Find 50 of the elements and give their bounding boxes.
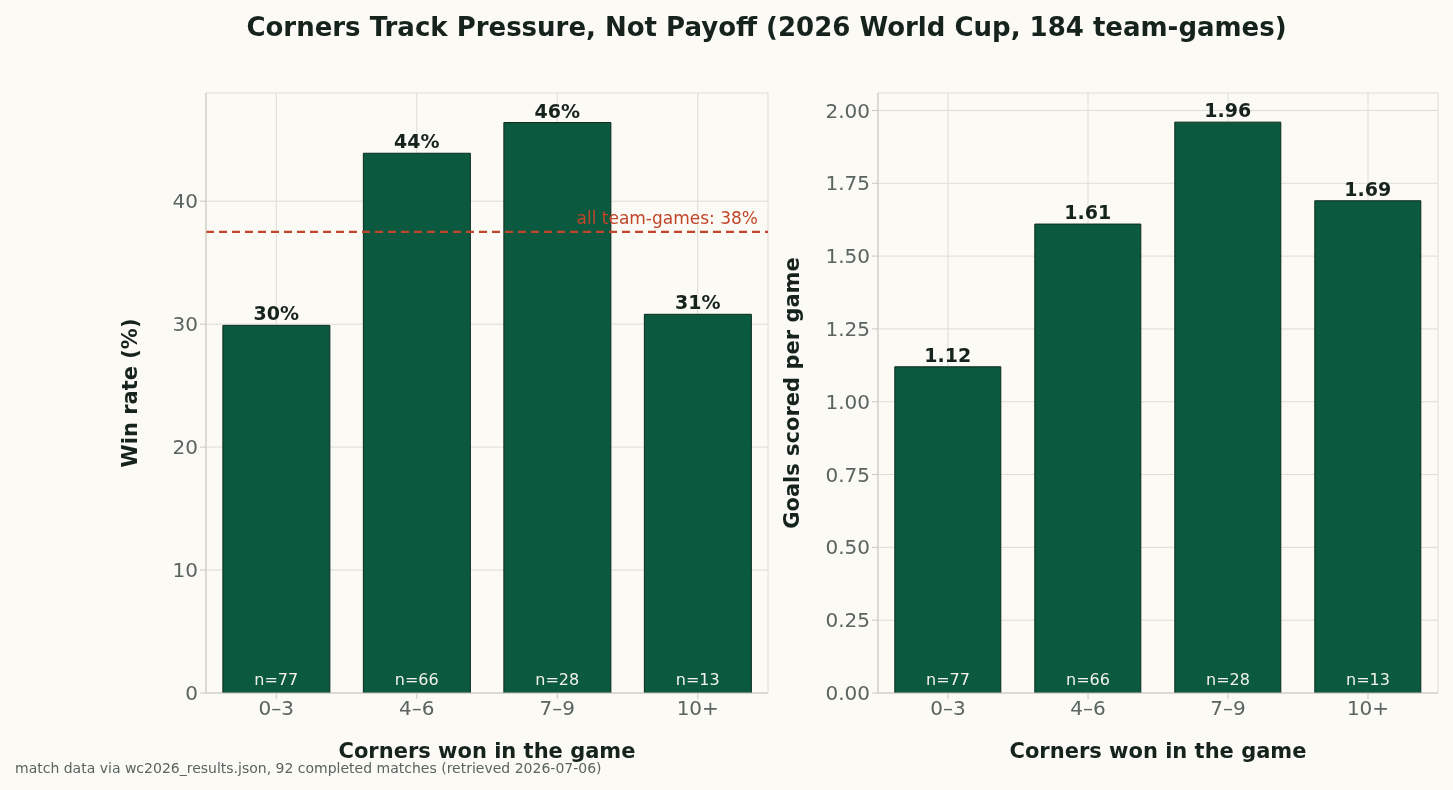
data-label: 1.12 xyxy=(924,343,972,366)
annotation: n=66 xyxy=(1066,670,1110,689)
x-tick-label: 10+ xyxy=(1346,696,1390,721)
annotation: n=13 xyxy=(1346,670,1390,689)
data-label: 1.69 xyxy=(1344,177,1392,200)
data-label: 1.61 xyxy=(1064,201,1112,224)
annotation: n=66 xyxy=(394,670,439,689)
y-tick-label: 2.00 xyxy=(825,98,870,123)
x-tick-label: 7–9 xyxy=(1210,696,1246,721)
data-label: 44% xyxy=(394,130,440,153)
data-label: 46% xyxy=(534,99,581,122)
bar xyxy=(894,366,1002,693)
x-tick-label: 4–6 xyxy=(399,696,435,721)
bar xyxy=(1314,200,1422,693)
data-label: 31% xyxy=(675,291,721,314)
y-axis-title: Win rate (%) xyxy=(118,318,143,468)
bar xyxy=(362,152,471,693)
y-tick-label: 20 xyxy=(172,435,198,460)
y-tick-label: 0 xyxy=(185,681,198,706)
y-tick-label: 30 xyxy=(172,312,198,337)
y-tick-label: 1.75 xyxy=(825,171,870,196)
annotation: n=28 xyxy=(535,670,580,689)
x-tick-label: 10+ xyxy=(676,696,719,721)
x-axis-title: Corners won in the game xyxy=(338,739,636,763)
y-tick-label: 0.25 xyxy=(825,608,870,633)
y-tick-label: 0.50 xyxy=(825,535,870,560)
annotation: n=77 xyxy=(254,670,299,689)
y-tick-label: 40 xyxy=(172,189,198,214)
y-tick-label: 0.75 xyxy=(825,462,870,487)
annotation: n=13 xyxy=(675,670,720,689)
x-tick-label: 4–6 xyxy=(1070,696,1106,721)
y-tick-label: 1.25 xyxy=(825,317,870,342)
annotation: n=77 xyxy=(926,670,970,689)
data-label: 1.96 xyxy=(1204,99,1252,122)
bar xyxy=(1034,223,1142,693)
y-tick-label: 10 xyxy=(172,558,198,583)
x-tick-label: 0–3 xyxy=(930,696,966,721)
y-axis-title: Goals scored per game xyxy=(780,257,805,529)
y-tick-label: 1.50 xyxy=(825,244,870,269)
x-tick-label: 7–9 xyxy=(539,696,575,721)
data-label: 30% xyxy=(253,302,300,325)
annotation: n=28 xyxy=(1206,670,1250,689)
x-axis-title: Corners won in the game xyxy=(1009,739,1307,763)
chart-title: Corners Track Pressure, Not Payoff (2026 World Cup, 184 team-games) xyxy=(245,12,1288,42)
y-tick-label: 1.00 xyxy=(825,389,870,414)
bar xyxy=(1174,121,1282,693)
bar xyxy=(222,324,331,693)
x-tick-label: 0–3 xyxy=(258,696,294,721)
y-tick-label: 0.00 xyxy=(825,681,870,706)
bar xyxy=(643,313,752,693)
